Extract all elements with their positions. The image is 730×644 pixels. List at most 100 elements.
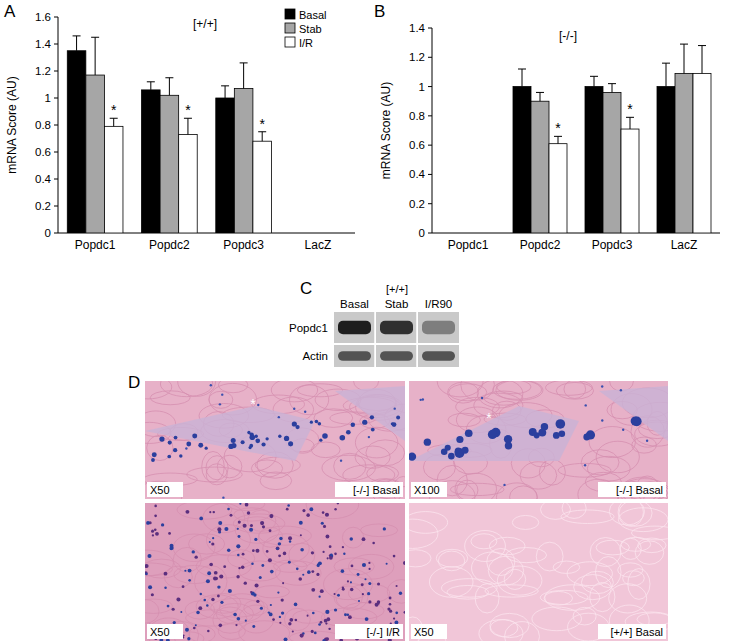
annotation: *	[111, 102, 117, 118]
stained-nucleus	[300, 634, 304, 638]
stained-nucleus	[399, 592, 402, 595]
stained-nucleus	[218, 521, 222, 525]
bars	[513, 44, 711, 233]
y-tick-label: 0.2	[35, 200, 51, 212]
stained-nucleus	[334, 553, 337, 556]
fiber	[465, 531, 506, 562]
blot-column-label: Stab	[385, 298, 409, 310]
y-tick-label: 0	[45, 227, 51, 239]
stained-nucleus	[224, 527, 228, 531]
fiber	[544, 591, 573, 605]
fiber	[290, 385, 329, 415]
annotation: *	[259, 116, 265, 132]
stained-nucleus	[159, 436, 164, 441]
stained-nucleus	[272, 618, 275, 621]
stained-nucleus	[307, 570, 311, 574]
stained-nucleus	[164, 572, 168, 576]
error-cap	[165, 77, 173, 78]
stained-nucleus	[300, 534, 302, 536]
fiber	[275, 561, 321, 585]
fiber	[343, 603, 384, 619]
blot-row-label: Actin	[302, 350, 328, 362]
stained-nucleus	[343, 553, 345, 555]
stained-nucleus	[250, 524, 253, 527]
fiber	[505, 622, 540, 641]
fiber	[173, 547, 201, 571]
fiber	[260, 472, 292, 490]
stained-nucleus	[152, 534, 154, 536]
blot-lane	[418, 345, 459, 367]
stained-nucleus	[282, 582, 284, 584]
stained-nucleus	[409, 452, 416, 460]
bar	[693, 73, 711, 233]
stained-nucleus	[269, 529, 272, 532]
fiber	[145, 481, 182, 499]
bar	[216, 98, 235, 233]
stained-nucleus	[340, 435, 346, 441]
error-line	[684, 44, 685, 73]
x-tick-label: Popdc2	[149, 238, 190, 252]
stained-nucleus	[193, 627, 196, 630]
stained-nucleus	[292, 630, 294, 632]
caption-bg	[598, 624, 666, 639]
stained-nucleus	[304, 411, 306, 413]
stained-nucleus	[456, 436, 463, 443]
fiber	[227, 503, 264, 511]
fiber	[429, 567, 473, 598]
fiber	[561, 510, 614, 524]
stained-nucleus	[180, 611, 182, 613]
y-tick-label: 0.8	[409, 110, 425, 122]
micrograph	[145, 503, 405, 641]
stained-nucleus	[287, 504, 290, 507]
stained-nucleus	[393, 617, 395, 619]
stained-nucleus	[318, 623, 321, 626]
condition: [-/-] Basal	[616, 484, 663, 496]
stained-nucleus	[329, 545, 332, 548]
fiber	[497, 566, 542, 595]
stained-nucleus	[395, 612, 398, 615]
stained-nucleus	[266, 550, 269, 553]
annotation: *	[185, 102, 191, 118]
stained-nucleus	[318, 422, 322, 426]
stained-nucleus	[361, 583, 364, 586]
stained-nucleus	[207, 571, 211, 575]
fiber	[504, 569, 525, 589]
fiber	[217, 455, 242, 478]
stained-nucleus	[362, 420, 367, 425]
stained-nucleus	[259, 576, 262, 579]
stained-nucleus	[281, 598, 284, 601]
legend-label: Stab	[299, 23, 322, 35]
stained-nucleus	[317, 563, 319, 565]
bar	[657, 87, 675, 233]
fiber	[387, 580, 405, 604]
bar	[86, 75, 105, 233]
y-tick	[428, 86, 432, 87]
stained-nucleus	[346, 430, 351, 435]
stained-nucleus	[185, 510, 189, 514]
stained-nucleus	[245, 503, 249, 507]
fiber	[334, 586, 363, 608]
error-bar	[147, 82, 155, 90]
stained-nucleus	[219, 574, 223, 578]
stained-nucleus	[276, 546, 280, 550]
fiber	[348, 584, 389, 604]
error-cap	[608, 83, 616, 84]
stained-nucleus	[236, 575, 239, 578]
stained-nucleus	[219, 403, 221, 405]
stained-nucleus	[168, 532, 171, 535]
figure: A[+/+]mRNA Score (AU)00.20.40.60.811.21.…	[0, 0, 730, 644]
stained-nucleus	[364, 578, 366, 580]
vessel	[145, 406, 315, 461]
stained-nucleus	[174, 436, 178, 440]
stained-nucleus	[145, 573, 148, 576]
fiber	[520, 462, 557, 489]
fiber	[311, 442, 340, 458]
stained-nucleus	[322, 551, 324, 553]
fiber	[251, 460, 282, 477]
stained-nucleus	[342, 546, 344, 548]
y-tick	[54, 152, 58, 153]
condition: [-/-] Basal	[353, 484, 400, 496]
stained-nucleus	[311, 570, 314, 573]
stained-nucleus	[488, 430, 497, 439]
fiber	[574, 575, 612, 600]
